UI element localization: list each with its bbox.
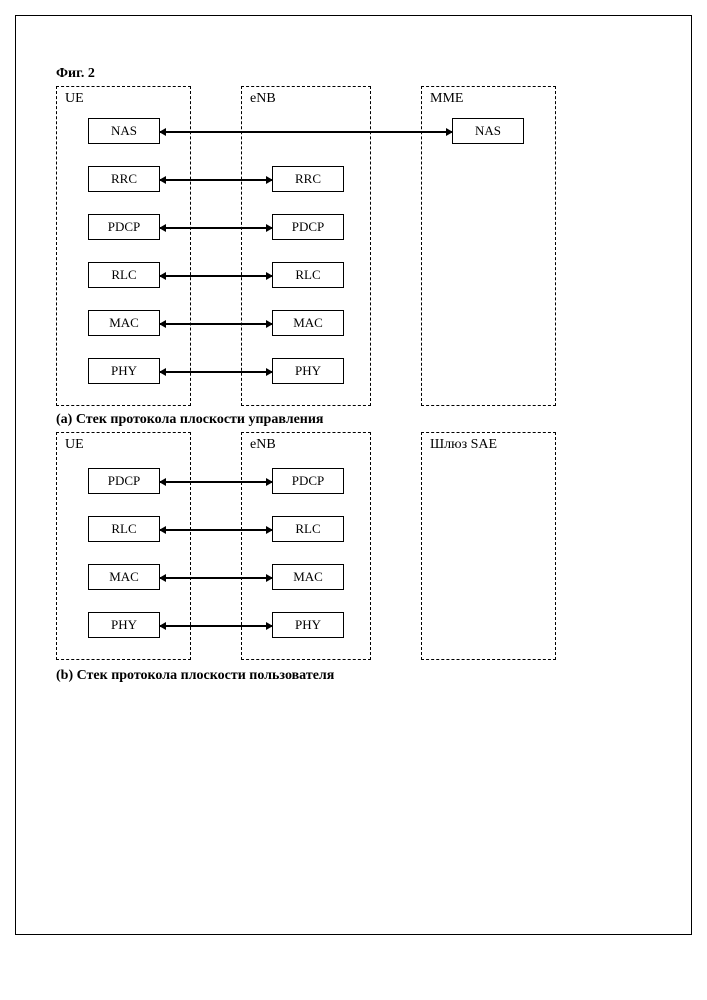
peer-arrow xyxy=(160,529,272,531)
entity-label-mme: MME xyxy=(430,91,463,107)
layer-enb-rrc: RRC xyxy=(272,166,344,192)
peer-arrow xyxy=(160,179,272,181)
layer-enb-pdcp: PDCP xyxy=(272,468,344,494)
figure-label: Фиг. 2 xyxy=(56,66,651,82)
layer-ue-pdcp: PDCP xyxy=(88,214,160,240)
layer-ue-phy: PHY xyxy=(88,358,160,384)
caption-a: (а) Стек протокола плоскости управления xyxy=(56,412,651,428)
peer-arrow xyxy=(160,481,272,483)
layer-enb-rlc: RLC xyxy=(272,516,344,542)
entity-label-ue: UE xyxy=(65,437,84,453)
layer-ue-phy: PHY xyxy=(88,612,160,638)
layer-ue-rlc: RLC xyxy=(88,516,160,542)
peer-arrow xyxy=(160,131,452,133)
layer-ue-pdcp: PDCP xyxy=(88,468,160,494)
entity-label-ue: UE xyxy=(65,91,84,107)
layer-ue-mac: MAC xyxy=(88,564,160,590)
layer-enb-phy: PHY xyxy=(272,358,344,384)
layer-enb-phy: PHY xyxy=(272,612,344,638)
layer-enb-rlc: RLC xyxy=(272,262,344,288)
entity-sae: Шлюз SAE xyxy=(421,432,556,660)
peer-arrow xyxy=(160,577,272,579)
peer-arrow xyxy=(160,275,272,277)
layer-mme-nas: NAS xyxy=(452,118,524,144)
layer-ue-mac: MAC xyxy=(88,310,160,336)
layer-ue-nas: NAS xyxy=(88,118,160,144)
layer-enb-mac: MAC xyxy=(272,310,344,336)
layer-ue-rlc: RLC xyxy=(88,262,160,288)
page-frame: Фиг. 2 UE eNB MME NAS RRC PDCP RLC MAC PHY RRC PDC… xyxy=(15,15,692,935)
layer-ue-rrc: RRC xyxy=(88,166,160,192)
peer-arrow xyxy=(160,625,272,627)
entity-label-sae: Шлюз SAE xyxy=(430,437,497,453)
layer-enb-pdcp: PDCP xyxy=(272,214,344,240)
diagram-user-plane: UE eNB Шлюз SAE PDCP RLC MAC PHY PDCP RLC MAC PHY xyxy=(56,432,616,664)
peer-arrow xyxy=(160,227,272,229)
diagram-control-plane: UE eNB MME NAS RRC PDCP RLC MAC PHY RRC PDCP RLC MAC… xyxy=(56,86,616,408)
peer-arrow xyxy=(160,323,272,325)
entity-label-enb: eNB xyxy=(250,91,276,107)
entity-label-enb: eNB xyxy=(250,437,276,453)
peer-arrow xyxy=(160,371,272,373)
layer-enb-mac: MAC xyxy=(272,564,344,590)
caption-b: (b) Стек протокола плоскости пользовател… xyxy=(56,668,651,684)
